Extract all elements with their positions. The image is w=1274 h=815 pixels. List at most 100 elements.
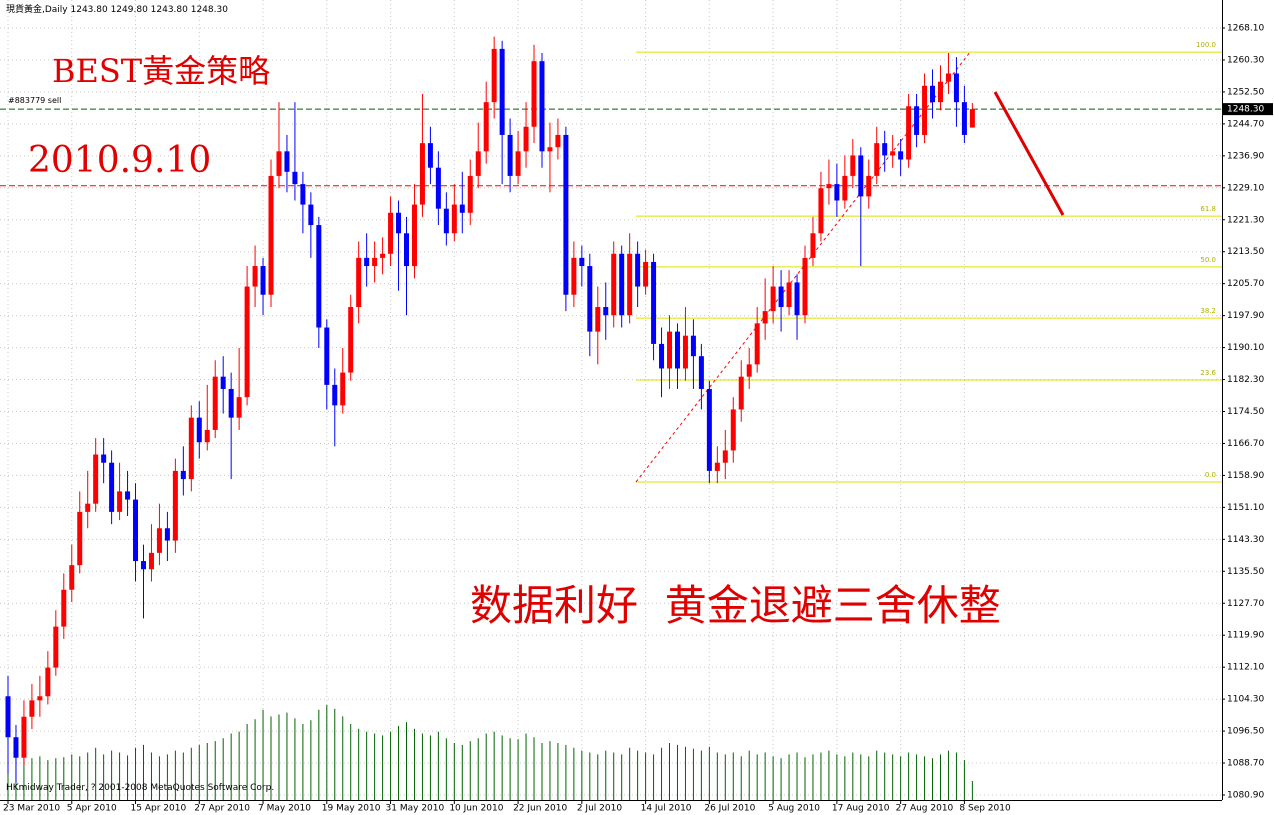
candle-body bbox=[411, 204, 417, 267]
y-tick-label: 1135.50 bbox=[1227, 567, 1264, 577]
candle-body bbox=[164, 528, 170, 541]
candle-body bbox=[667, 331, 673, 369]
x-tick-label: 22 Jun 2010 bbox=[513, 804, 567, 814]
candle-body bbox=[443, 208, 449, 234]
candle-body bbox=[914, 106, 920, 135]
fib-label: 61.8 bbox=[1200, 205, 1216, 213]
candle-body bbox=[459, 204, 465, 213]
y-tick-label: 1096.50 bbox=[1227, 727, 1264, 737]
y-tick-label: 1260.30 bbox=[1227, 55, 1264, 65]
y-tick-label: 1166.70 bbox=[1227, 439, 1264, 449]
x-tick-label: 5 Aug 2010 bbox=[768, 804, 820, 814]
candle-body bbox=[220, 376, 226, 389]
candle-body bbox=[906, 106, 912, 160]
candle-body bbox=[898, 151, 904, 160]
candle-body bbox=[117, 491, 123, 512]
candle-body bbox=[595, 307, 601, 332]
candle-body bbox=[659, 343, 665, 369]
candle-body bbox=[603, 307, 609, 316]
candle-body bbox=[5, 696, 11, 738]
candle-body bbox=[85, 503, 91, 512]
candle-body bbox=[969, 109, 975, 128]
candle-body bbox=[619, 253, 625, 316]
candle-body bbox=[690, 335, 696, 357]
y-tick-label: 1112.10 bbox=[1227, 663, 1264, 673]
candle-body bbox=[180, 470, 186, 480]
candle-body bbox=[467, 175, 473, 213]
candle-body bbox=[244, 286, 250, 398]
candle-body bbox=[507, 134, 513, 176]
candle-body bbox=[643, 261, 649, 287]
y-tick-label: 1174.50 bbox=[1227, 407, 1264, 417]
candle-body bbox=[308, 204, 314, 226]
candle-body bbox=[778, 286, 784, 308]
candle-body bbox=[348, 307, 354, 373]
fib-label: 0.0 bbox=[1205, 471, 1216, 479]
candle-body bbox=[730, 409, 736, 451]
candle-body bbox=[714, 462, 720, 471]
y-tick-label: 1190.10 bbox=[1227, 343, 1264, 353]
chart-title: 現貨黃金,Daily 1243.80 1249.80 1243.80 1248.… bbox=[6, 3, 228, 15]
x-tick-label: 5 Apr 2010 bbox=[67, 804, 117, 814]
y-tick-label: 1197.90 bbox=[1227, 311, 1264, 321]
candle-body bbox=[396, 212, 402, 234]
candle-body bbox=[156, 528, 162, 553]
candle-body bbox=[284, 151, 290, 172]
candle-body bbox=[388, 212, 394, 254]
candle-body bbox=[547, 147, 553, 152]
candle-body bbox=[77, 511, 83, 566]
candle-body bbox=[937, 81, 943, 103]
fib-label: 50.0 bbox=[1200, 256, 1216, 264]
annotation: 数据利好 黄金退避三舍休整 bbox=[470, 581, 1001, 630]
candle-body bbox=[953, 73, 959, 103]
x-tick-label: 23 Mar 2010 bbox=[3, 804, 60, 814]
candle-body bbox=[419, 143, 425, 205]
candle-body bbox=[300, 184, 306, 205]
candle-body bbox=[435, 167, 441, 209]
candle-body bbox=[555, 134, 561, 148]
x-tick-label: 14 Jul 2010 bbox=[641, 804, 692, 814]
candle-body bbox=[260, 266, 266, 295]
candle-body bbox=[125, 491, 131, 500]
candle-body bbox=[674, 331, 680, 369]
candle-body bbox=[21, 716, 27, 758]
candle-body bbox=[762, 311, 768, 324]
candle-body bbox=[204, 429, 210, 443]
candle-body bbox=[404, 233, 409, 267]
candle-body bbox=[101, 454, 107, 463]
candle-body bbox=[922, 85, 928, 135]
last-price-label: 1248.30 bbox=[1227, 105, 1264, 115]
candle-body bbox=[228, 388, 234, 418]
candle-body bbox=[930, 85, 936, 103]
candle-body bbox=[563, 134, 569, 295]
order-label: #883779 sell bbox=[8, 96, 61, 105]
candle-body bbox=[372, 257, 378, 267]
y-tick-label: 1104.30 bbox=[1227, 695, 1264, 705]
candle-body bbox=[651, 261, 657, 344]
candle-body bbox=[571, 257, 577, 295]
candle-body bbox=[786, 282, 792, 308]
candle-body bbox=[682, 335, 688, 369]
candle-body bbox=[587, 266, 593, 332]
candle-body bbox=[706, 388, 712, 471]
candle-body bbox=[37, 696, 43, 701]
candle-body bbox=[356, 257, 362, 308]
candle-body bbox=[236, 397, 242, 418]
candle-body bbox=[69, 565, 75, 590]
watermark: HKmidway Trader, ? 2001-2008 MetaQuotes … bbox=[6, 783, 274, 793]
annotation: 2010.9.10 bbox=[28, 140, 211, 181]
candle-body bbox=[722, 450, 728, 463]
candle-body bbox=[380, 253, 386, 258]
candle-body bbox=[172, 470, 178, 541]
y-tick-label: 1127.70 bbox=[1227, 599, 1264, 609]
candle-body bbox=[627, 253, 633, 316]
candle-body bbox=[499, 48, 505, 135]
y-tick-label: 1268.10 bbox=[1227, 24, 1264, 34]
candle-body bbox=[364, 257, 370, 267]
x-tick-label: 10 Jun 2010 bbox=[449, 804, 503, 814]
candle-body bbox=[53, 626, 59, 668]
last-price-box bbox=[1223, 103, 1273, 116]
grid: 100.0 61.8 50.0 38.2 23.6 0.0 bbox=[0, 0, 1222, 800]
candle-body bbox=[475, 151, 481, 176]
